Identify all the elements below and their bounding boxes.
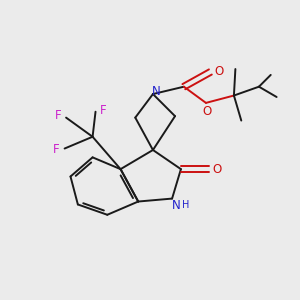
Text: O: O xyxy=(202,105,212,118)
Text: N: N xyxy=(172,199,181,212)
Text: O: O xyxy=(214,65,223,79)
Text: N: N xyxy=(152,85,160,98)
Text: F: F xyxy=(55,109,62,122)
Text: O: O xyxy=(212,163,222,176)
Text: H: H xyxy=(182,200,189,210)
Text: F: F xyxy=(100,104,107,117)
Text: F: F xyxy=(53,143,60,157)
